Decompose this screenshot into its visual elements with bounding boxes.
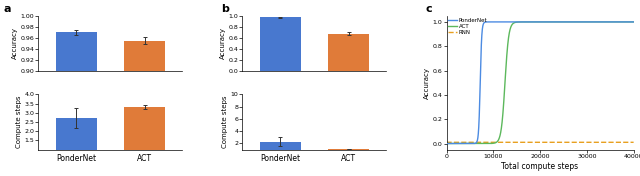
RNN: [564, 141, 572, 143]
PonderNet: [477, 70, 484, 72]
Bar: [124, 41, 165, 176]
RNN: [582, 141, 590, 143]
Y-axis label: Accuracy: Accuracy: [424, 67, 429, 99]
RNN: [514, 141, 522, 143]
PonderNet: [514, 21, 522, 23]
Bar: [328, 33, 369, 71]
Bar: [260, 17, 301, 71]
RNN: [596, 141, 604, 143]
PonderNet: [596, 21, 604, 23]
ACT: [564, 21, 572, 23]
PonderNet: [630, 21, 637, 23]
RNN: [555, 141, 563, 143]
ACT: [477, 142, 484, 144]
RNN: [477, 141, 484, 143]
PonderNet: [443, 142, 451, 144]
PonderNet: [582, 21, 590, 23]
Bar: [56, 118, 97, 168]
Bar: [124, 107, 165, 168]
Bar: [260, 142, 301, 156]
Line: ACT: ACT: [447, 22, 634, 143]
ACT: [596, 21, 604, 23]
ACT: [443, 142, 451, 144]
PonderNet: [505, 21, 513, 23]
Text: c: c: [426, 4, 432, 14]
RNN: [630, 141, 637, 143]
PonderNet: [564, 21, 572, 23]
Legend: PonderNet, ACT, RNN: PonderNet, ACT, RNN: [448, 17, 488, 35]
Line: PonderNet: PonderNet: [447, 22, 634, 143]
ACT: [570, 21, 577, 23]
Bar: [56, 32, 97, 176]
ACT: [555, 21, 563, 23]
Y-axis label: Compute steps: Compute steps: [15, 96, 22, 148]
ACT: [582, 21, 590, 23]
Y-axis label: Accuracy: Accuracy: [12, 27, 17, 59]
Y-axis label: Compute steps: Compute steps: [222, 96, 228, 148]
Text: b: b: [221, 4, 228, 14]
Text: a: a: [3, 4, 11, 14]
Bar: [328, 149, 369, 156]
X-axis label: Total compute steps: Total compute steps: [502, 162, 579, 171]
PonderNet: [555, 21, 563, 23]
Y-axis label: Accuracy: Accuracy: [220, 27, 226, 59]
RNN: [443, 141, 451, 143]
ACT: [514, 21, 522, 23]
ACT: [630, 21, 637, 23]
